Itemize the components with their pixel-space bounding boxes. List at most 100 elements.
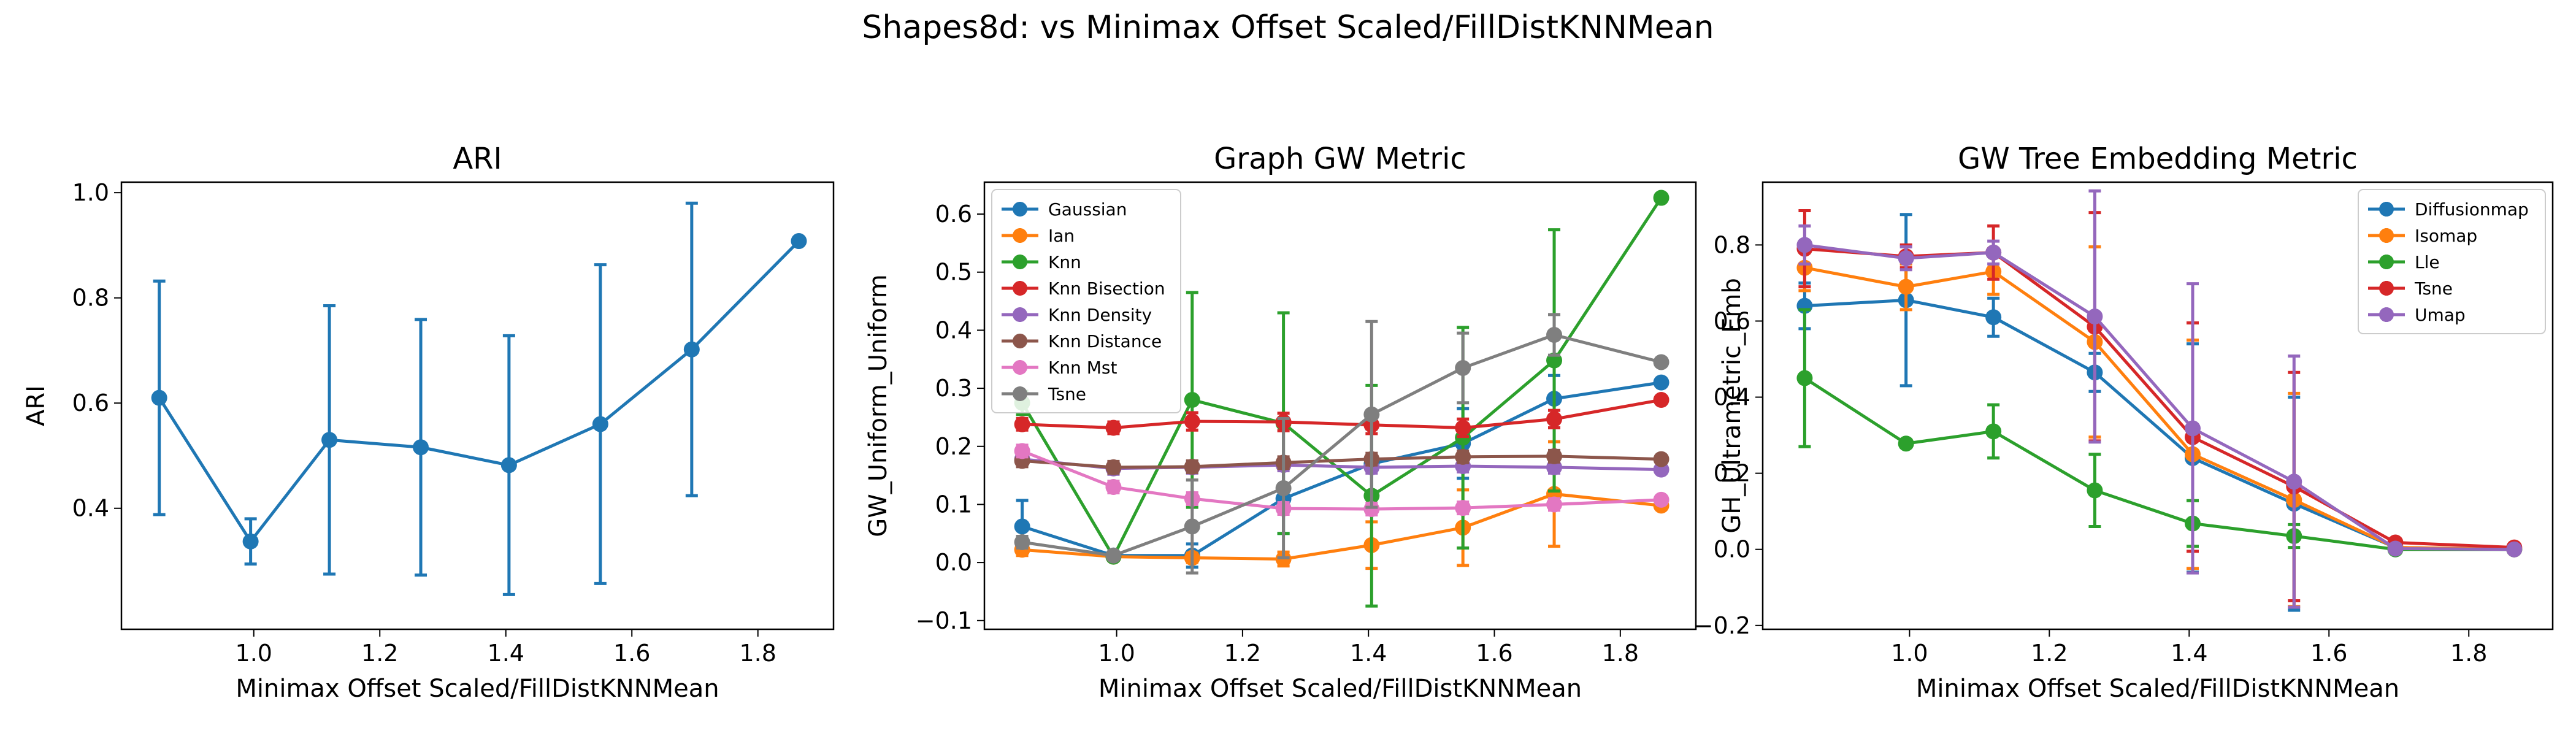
data-point xyxy=(1363,406,1380,423)
x-tick-label: 1.8 xyxy=(2450,640,2487,667)
data-point xyxy=(791,233,807,250)
data-point xyxy=(1546,496,1563,513)
subplots: ARI 1.0 1.2 1.4 1.6 1.8 0.4 0.6 0.8 1.0 Minimax Of… xyxy=(22,142,2554,703)
data-point xyxy=(1796,237,1813,253)
data-point xyxy=(1105,420,1122,436)
y-tick-label: 0.4 xyxy=(935,316,972,343)
data-point xyxy=(1898,250,1914,267)
y-tick-label: 0.3 xyxy=(935,375,972,402)
series-line xyxy=(1022,492,1662,561)
axes-frame xyxy=(983,181,1697,631)
y-tick-label: 0.6 xyxy=(72,389,109,416)
legend-marker xyxy=(1013,255,1027,269)
data-point xyxy=(2286,473,2302,490)
y-tick-label: −0.1 xyxy=(916,607,972,634)
y-tick-label: 0.8 xyxy=(72,285,109,312)
data-point xyxy=(1985,423,2002,440)
y-tick-label: 1.0 xyxy=(72,179,109,206)
data-point xyxy=(242,533,259,550)
y-tick-label: 0.6 xyxy=(1714,307,1750,334)
legend-marker xyxy=(1013,334,1027,348)
data-point xyxy=(151,389,167,406)
y-tick-label: 0.2 xyxy=(1714,460,1750,487)
data-point xyxy=(1546,411,1563,427)
legend-label: Umap xyxy=(2415,305,2466,325)
series-knn-mst xyxy=(1014,443,1669,518)
legend-label: Diffusionmap xyxy=(2415,199,2529,220)
legend-label: Knn Mst xyxy=(1048,358,1117,378)
legend-label: Isomap xyxy=(2415,226,2477,246)
data-point xyxy=(1014,518,1030,535)
data-point xyxy=(2184,420,2201,437)
legend-box xyxy=(991,189,1181,413)
legend-marker xyxy=(1013,228,1027,243)
data-point xyxy=(592,416,608,432)
x-axis-label: Minimax Offset Scaled/FillDistKNNMean xyxy=(1916,675,2399,703)
plot-area xyxy=(1796,189,2523,612)
legend-marker xyxy=(1013,307,1027,322)
series-umap xyxy=(1796,189,2523,609)
data-point xyxy=(500,457,517,473)
legend-label: Knn xyxy=(1048,252,1081,272)
legend-marker xyxy=(2379,228,2394,243)
data-point xyxy=(2506,541,2523,558)
series-line xyxy=(1022,454,1662,469)
legend-marker xyxy=(1013,281,1027,296)
data-point xyxy=(1455,359,1471,376)
x-tick-label: 1.0 xyxy=(1891,640,1928,667)
data-point xyxy=(1014,416,1030,432)
x-tick-label: 1.6 xyxy=(613,640,650,667)
legend-marker xyxy=(1013,202,1027,217)
data-point xyxy=(1985,244,2002,261)
series-line xyxy=(1022,333,1662,558)
x-tick-label: 1.2 xyxy=(361,640,398,667)
y-tick-label: 0.1 xyxy=(935,491,972,518)
y-tick-label: −0.2 xyxy=(1694,612,1750,639)
x-tick-label: 1.6 xyxy=(1476,640,1512,667)
y-axis-label: GW_Uniform_Uniform xyxy=(864,274,892,537)
y-axis-label: ARI xyxy=(22,385,50,426)
data-point xyxy=(1184,392,1200,408)
data-point xyxy=(1653,374,1669,391)
series-1 xyxy=(151,201,807,596)
subplot-title: GW Tree Embedding Metric xyxy=(1958,142,2358,176)
figure-title: Shapes8d: vs Minimax Offset Scaled/FillD… xyxy=(862,9,1714,46)
y-tick-label: 0.4 xyxy=(1714,384,1750,411)
series-tsne xyxy=(1014,313,1669,575)
data-point xyxy=(2387,540,2404,557)
data-point xyxy=(1898,278,1914,295)
series-line xyxy=(1804,247,2515,550)
data-point xyxy=(1546,448,1563,464)
data-point xyxy=(1014,534,1030,550)
data-point xyxy=(1184,413,1200,430)
legend-label: Knn Density xyxy=(1048,305,1152,325)
legend-label: Lle xyxy=(2415,252,2440,272)
data-point xyxy=(1455,420,1471,436)
x-axis-label: Minimax Offset Scaled/FillDistKNNMean xyxy=(1098,675,1582,703)
x-tick-label: 1.6 xyxy=(2310,640,2347,667)
axes-frame xyxy=(1761,181,2554,631)
legend-marker xyxy=(2379,281,2394,296)
x-tick-label: 1.0 xyxy=(1098,640,1135,667)
legend-label: Tsne xyxy=(2414,278,2453,299)
data-point xyxy=(413,439,429,456)
legend-marker xyxy=(1013,360,1027,375)
legend-label: Ian xyxy=(1048,226,1075,246)
legend-box xyxy=(2358,189,2546,334)
data-point xyxy=(1105,547,1122,564)
series-line xyxy=(1804,266,2515,551)
data-point xyxy=(1275,480,1292,496)
data-point xyxy=(1796,370,1813,386)
data-point xyxy=(1985,309,2002,326)
x-axis-label: Minimax Offset Scaled/FillDistKNNMean xyxy=(236,675,719,703)
data-point xyxy=(2087,309,2103,325)
x-tick-label: 1.2 xyxy=(2031,640,2068,667)
x-tick-label: 1.0 xyxy=(236,640,272,667)
series-line xyxy=(158,240,800,543)
data-point xyxy=(1184,518,1200,535)
subplot-1: ARI 1.0 1.2 1.4 1.6 1.8 0.4 0.6 0.8 1.0 Minimax Of… xyxy=(22,142,835,703)
legend-marker xyxy=(1013,386,1027,401)
legend-marker xyxy=(2379,255,2394,269)
